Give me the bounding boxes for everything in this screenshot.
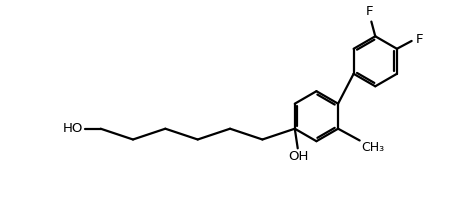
Text: CH₃: CH₃ bbox=[361, 141, 385, 154]
Text: HO: HO bbox=[63, 122, 83, 135]
Text: OH: OH bbox=[288, 150, 309, 163]
Text: F: F bbox=[366, 5, 373, 18]
Text: F: F bbox=[416, 33, 423, 47]
